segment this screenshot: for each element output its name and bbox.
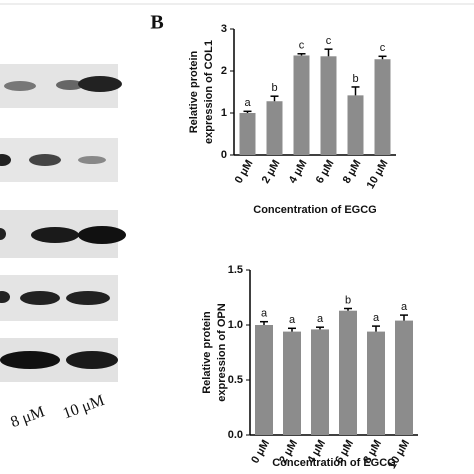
band	[0, 228, 6, 240]
band	[31, 227, 79, 243]
x-tick-label: 2 μM	[260, 158, 283, 186]
band	[78, 156, 106, 164]
band	[78, 226, 126, 244]
x-tick-label: 0 μM	[249, 438, 272, 466]
x-axis-label: Concentration of EGCG	[272, 457, 395, 469]
band	[0, 351, 60, 369]
significance-letter: b	[352, 73, 358, 85]
significance-letter: a	[373, 312, 380, 324]
band	[66, 351, 118, 369]
y-tick-label: 1.5	[228, 264, 243, 276]
bar	[311, 329, 329, 435]
y-axis-label: expression of COL1	[203, 40, 215, 144]
bar	[367, 331, 385, 435]
band	[66, 291, 110, 305]
band	[0, 154, 11, 166]
y-axis-label: Relative protein	[188, 50, 200, 133]
bar	[255, 325, 273, 435]
bar	[283, 331, 301, 435]
significance-letter: b	[271, 82, 277, 94]
significance-letter: a	[244, 97, 251, 109]
significance-letter: a	[289, 314, 296, 326]
y-tick-label: 2	[221, 65, 227, 77]
y-axis-label: expression of OPN	[216, 303, 228, 401]
bar	[339, 310, 357, 435]
band	[20, 291, 60, 305]
band	[4, 81, 36, 91]
x-tick-label: 4 μM	[287, 158, 310, 186]
x-tick-label: 6 μM	[314, 158, 337, 186]
bar	[293, 55, 310, 155]
y-tick-label: 1.0	[228, 319, 243, 331]
significance-letter: b	[345, 294, 351, 306]
panel-label: B	[150, 12, 163, 34]
y-tick-label: 0	[221, 149, 227, 161]
significance-letter: c	[299, 40, 305, 52]
x-tick-label: 10 μM	[365, 158, 391, 191]
western-blot: 8 μM 10 μM	[0, 64, 126, 431]
bar	[320, 56, 337, 155]
band	[29, 154, 61, 166]
x-tick-label: 8 μM	[341, 158, 364, 186]
y-tick-label: 0.0	[228, 429, 243, 441]
y-tick-label: 3	[221, 23, 227, 35]
bar	[374, 59, 391, 155]
significance-letter: a	[261, 308, 268, 320]
x-axis-label: Concentration of EGCG	[253, 204, 376, 216]
significance-letter: a	[317, 313, 324, 325]
bar	[239, 113, 256, 155]
y-tick-label: 1	[221, 107, 227, 119]
bar	[395, 320, 413, 435]
blot-label: 10 μM	[61, 392, 107, 423]
significance-letter: a	[401, 301, 408, 313]
bar	[347, 95, 364, 155]
significance-letter: c	[326, 35, 332, 47]
y-tick-label: 0.5	[228, 374, 243, 386]
band	[0, 291, 10, 303]
bar	[266, 101, 283, 155]
blot-label: 8 μM	[8, 403, 47, 431]
band	[56, 80, 84, 90]
band	[78, 76, 122, 92]
x-tick-label: 0 μM	[233, 158, 256, 186]
y-axis-label: Relative protein	[201, 311, 213, 394]
significance-letter: c	[380, 42, 386, 54]
